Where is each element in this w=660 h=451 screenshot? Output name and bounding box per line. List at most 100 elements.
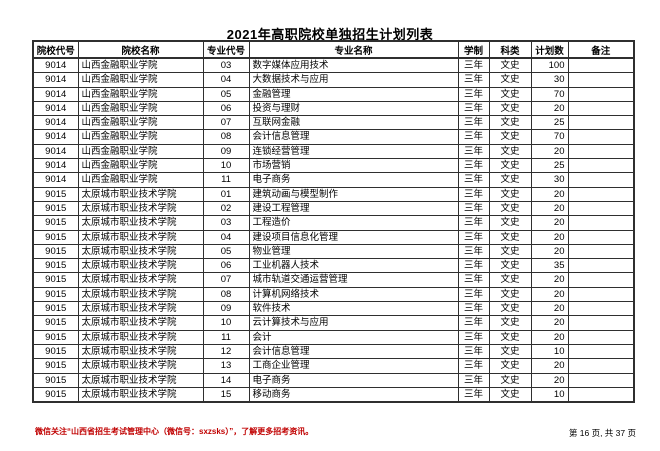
cell-plan_count: 20 [530,229,569,245]
cell-college_code: 9015 [32,186,79,202]
cell-remark [567,358,635,374]
cell-major_code: 03 [202,57,250,74]
cell-major_name: 会计信息管理 [248,129,459,145]
cell-major_code: 06 [202,258,250,274]
cell-major_name: 电子商务 [248,372,459,388]
cell-category: 文史 [488,386,532,403]
cell-remark [567,186,635,202]
cell-plan_count: 20 [530,186,569,202]
cell-duration: 三年 [457,301,490,317]
table-row: 9014 山西金融职业学院 04 大数据技术与应用 三年 文史 30 [32,72,635,88]
cell-college_name: 山西金融职业学院 [77,129,204,145]
cell-remark [567,100,635,117]
cell-major_code: 11 [202,329,250,345]
cell-duration: 三年 [457,143,490,160]
table-row: 9015 太原城市职业技术学院 06 工业机器人技术 三年 文史 35 [32,258,635,274]
cell-plan_count: 20 [530,301,569,317]
cell-duration: 三年 [457,329,490,345]
cell-college_code: 9014 [32,129,79,145]
cell-remark [567,229,635,245]
cell-major_code: 07 [202,272,250,288]
column-header-category: 科类 [488,40,532,59]
cell-remark [567,129,635,145]
cell-remark [567,258,635,274]
cell-category: 文史 [488,215,532,231]
cell-college_name: 太原城市职业技术学院 [77,315,204,331]
cell-major_name: 城市轨道交通运营管理 [248,272,459,288]
cell-major_name: 工业机器人技术 [248,258,459,274]
cell-plan_count: 25 [530,158,569,174]
cell-duration: 三年 [457,200,490,217]
cell-remark [567,57,635,74]
cell-college_code: 9014 [32,172,79,188]
table-row: 9015 太原城市职业技术学院 05 物业管理 三年 文史 20 [32,243,635,260]
cell-plan_count: 20 [530,200,569,217]
cell-college_code: 9015 [32,343,79,360]
cell-college_code: 9015 [32,215,79,231]
cell-duration: 三年 [457,358,490,374]
cell-category: 文史 [488,286,532,303]
cell-plan_count: 20 [530,215,569,231]
table-row: 9015 太原城市职业技术学院 13 工商企业管理 三年 文史 20 [32,358,635,374]
cell-college_code: 9015 [32,386,79,403]
wechat-notice: 微信关注“山西省招生考试管理中心（微信号：sxzsks）”，了解更多招考资讯。 [35,427,314,436]
table-row: 9015 太原城市职业技术学院 12 会计信息管理 三年 文史 10 [32,343,635,360]
cell-major_code: 08 [202,129,250,145]
cell-category: 文史 [488,229,532,245]
cell-major_code: 14 [202,372,250,388]
cell-plan_count: 20 [530,358,569,374]
cell-category: 文史 [488,129,532,145]
cell-category: 文史 [488,100,532,117]
cell-major_code: 05 [202,243,250,260]
cell-major_name: 会计信息管理 [248,343,459,360]
cell-remark [567,301,635,317]
cell-remark [567,272,635,288]
cell-duration: 三年 [457,258,490,274]
cell-major_code: 11 [202,172,250,188]
cell-category: 文史 [488,272,532,288]
cell-major_code: 07 [202,115,250,131]
cell-plan_count: 20 [530,272,569,288]
cell-college_code: 9014 [32,57,79,74]
cell-duration: 三年 [457,72,490,88]
table-row: 9014 山西金融职业学院 05 金融管理 三年 文史 70 [32,86,635,102]
cell-remark [567,115,635,131]
cell-plan_count: 20 [530,372,569,388]
cell-duration: 三年 [457,172,490,188]
cell-college_code: 9014 [32,100,79,117]
cell-college_code: 9015 [32,301,79,317]
cell-category: 文史 [488,315,532,331]
cell-duration: 三年 [457,129,490,145]
cell-major_name: 工商企业管理 [248,358,459,374]
cell-duration: 三年 [457,243,490,260]
cell-duration: 三年 [457,158,490,174]
cell-college_name: 山西金融职业学院 [77,57,204,74]
cell-duration: 三年 [457,343,490,360]
cell-college_code: 9014 [32,72,79,88]
table-row: 9014 山西金融职业学院 08 会计信息管理 三年 文史 70 [32,129,635,145]
cell-remark [567,215,635,231]
cell-plan_count: 20 [530,143,569,160]
cell-duration: 三年 [457,186,490,202]
cell-plan_count: 70 [530,129,569,145]
table-row: 9014 山西金融职业学院 03 数字媒体应用技术 三年 文史 100 [32,57,635,74]
cell-remark [567,343,635,360]
cell-major_code: 02 [202,200,250,217]
table-row: 9014 山西金融职业学院 07 互联网金融 三年 文史 25 [32,115,635,131]
cell-duration: 三年 [457,115,490,131]
cell-college_name: 山西金融职业学院 [77,158,204,174]
cell-major_code: 03 [202,215,250,231]
cell-duration: 三年 [457,286,490,303]
cell-remark [567,86,635,102]
cell-duration: 三年 [457,100,490,117]
cell-category: 文史 [488,329,532,345]
cell-college_name: 太原城市职业技术学院 [77,372,204,388]
cell-college_code: 9015 [32,358,79,374]
cell-major_name: 电子商务 [248,172,459,188]
cell-major_name: 移动商务 [248,386,459,403]
cell-plan_count: 25 [530,115,569,131]
table-row: 9014 山西金融职业学院 06 投资与理财 三年 文史 20 [32,100,635,117]
cell-major_code: 06 [202,100,250,117]
cell-major_name: 市场营销 [248,158,459,174]
cell-college_name: 太原城市职业技术学院 [77,272,204,288]
